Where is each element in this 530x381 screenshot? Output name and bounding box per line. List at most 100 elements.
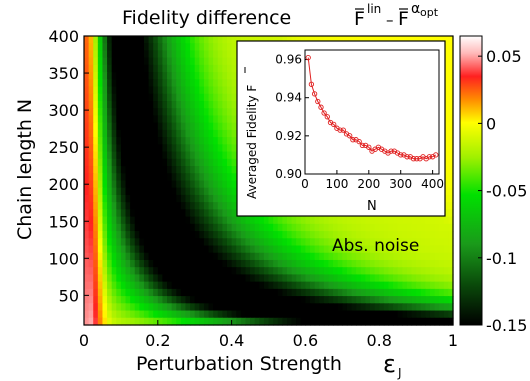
- heatmap-cell: [286, 317, 293, 326]
- heatmap-cell: [416, 288, 422, 297]
- heatmap-cell: [379, 216, 385, 225]
- heatmap-cell: [116, 108, 122, 117]
- heatmap-cell: [402, 303, 408, 312]
- heatmap-cell: [139, 101, 145, 109]
- heatmap-cell: [397, 252, 403, 261]
- heatmap-cell: [365, 231, 371, 239]
- heatmap-cell: [84, 101, 90, 109]
- heatmap-cell: [429, 303, 436, 312]
- heatmap-cell: [393, 296, 399, 304]
- heatmap-cell: [107, 57, 113, 66]
- heatmap-cell: [116, 72, 122, 80]
- heatmap-cell: [84, 238, 90, 247]
- heatmap-cell: [139, 296, 145, 304]
- heatmap-cell: [139, 223, 145, 232]
- heatmap-cell: [254, 296, 260, 304]
- heatmap-cell: [97, 50, 104, 59]
- heatmap-cell: [171, 252, 177, 261]
- heatmap-cell: [97, 173, 104, 182]
- heatmap-cell: [102, 296, 108, 304]
- heatmap-cell: [97, 57, 104, 66]
- heatmap-cell: [388, 274, 394, 283]
- heatmap-cell: [194, 129, 200, 138]
- heatmap-cell: [176, 93, 182, 102]
- heatmap-cell: [162, 202, 168, 210]
- heatmap-cell: [171, 173, 177, 182]
- heatmap-cell: [231, 238, 237, 247]
- heatmap-cell: [111, 137, 117, 145]
- heatmap-cell: [393, 267, 399, 276]
- heatmap-cell: [245, 223, 251, 232]
- heatmap-cell: [236, 238, 242, 247]
- heatmap-cell: [310, 223, 316, 232]
- heatmap-cell: [213, 238, 219, 247]
- heatmap-cell: [236, 317, 242, 326]
- heatmap-cell: [148, 158, 154, 167]
- inset-x-label: N: [367, 199, 377, 214]
- heatmap-cell: [88, 288, 94, 297]
- heatmap-cell: [130, 108, 136, 117]
- heatmap-cell: [273, 267, 279, 276]
- heatmap-cell: [397, 245, 403, 254]
- heatmap-cell: [448, 50, 454, 59]
- heatmap-cell: [176, 43, 182, 52]
- heatmap-cell: [120, 194, 127, 203]
- heatmap-cell: [97, 93, 104, 102]
- heatmap-cell: [226, 129, 233, 138]
- annotation-abs-noise: Abs. noise: [332, 236, 419, 256]
- heatmap-cell: [176, 267, 182, 276]
- heatmap-cell: [328, 296, 334, 304]
- heatmap-cell: [171, 303, 177, 312]
- heatmap-cell: [153, 50, 159, 59]
- heatmap-cell: [111, 79, 117, 88]
- heatmap-cell: [448, 36, 454, 44]
- heatmap-cell: [314, 267, 320, 276]
- heatmap-cell: [213, 166, 219, 174]
- heatmap-cell: [190, 223, 196, 232]
- heatmap-cell: [143, 303, 150, 312]
- heatmap-cell: [97, 115, 104, 124]
- heatmap-cell: [190, 101, 196, 109]
- heatmap-cell: [153, 79, 159, 88]
- heatmap-cell: [296, 274, 302, 283]
- heatmap-cell: [185, 43, 191, 52]
- heatmap-cell: [125, 64, 131, 73]
- heatmap-cell: [250, 231, 256, 239]
- heatmap-cell: [254, 245, 260, 254]
- heatmap-cell: [268, 288, 274, 297]
- heatmap-cell: [208, 209, 214, 218]
- heatmap-cell: [162, 50, 168, 59]
- heatmap-cell: [208, 43, 214, 52]
- heatmap-cell: [296, 36, 302, 44]
- heatmap-cell: [226, 238, 233, 247]
- heatmap-cell: [102, 194, 108, 203]
- heatmap-cell: [153, 180, 159, 189]
- heatmap-cell: [203, 310, 210, 319]
- heatmap-cell: [102, 267, 108, 276]
- heatmap-cell: [268, 296, 274, 304]
- heatmap-cell: [120, 50, 127, 59]
- heatmap-cell: [130, 238, 136, 247]
- heatmap-cell: [143, 180, 150, 189]
- heatmap-cell: [171, 108, 177, 117]
- heatmap-cell: [171, 129, 177, 138]
- heatmap-cell: [120, 129, 127, 138]
- heatmap-cell: [314, 281, 320, 290]
- title-F1: F: [354, 8, 365, 30]
- heatmap-cell: [226, 173, 233, 182]
- heatmap-cell: [383, 296, 390, 304]
- heatmap-cell: [443, 101, 449, 109]
- heatmap-cell: [351, 296, 357, 304]
- heatmap-cell: [116, 93, 122, 102]
- heatmap-cell: [199, 101, 205, 109]
- heatmap-cell: [180, 209, 187, 218]
- heatmap-cell: [300, 245, 306, 254]
- heatmap-cell: [222, 267, 228, 276]
- heatmap-cell: [102, 122, 108, 131]
- heatmap-cell: [305, 310, 311, 319]
- heatmap-cell: [162, 216, 168, 225]
- heatmap-cell: [379, 274, 385, 283]
- heatmap-cell: [180, 79, 187, 88]
- heatmap-cell: [143, 281, 150, 290]
- y-tick-label: 50: [59, 286, 79, 305]
